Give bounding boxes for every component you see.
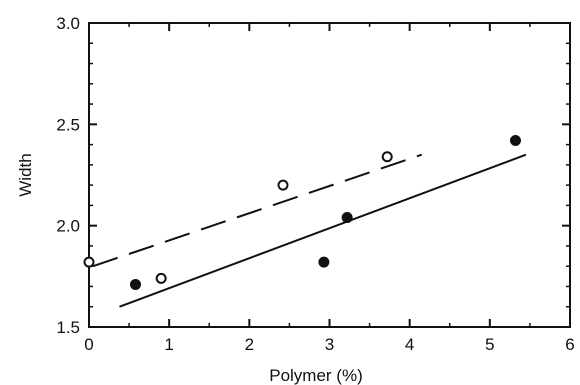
filled-circle-point (318, 256, 330, 268)
y-tick-label: 2.0 (56, 217, 80, 236)
y-tick-label: 3.0 (56, 14, 80, 33)
x-tick-label: 2 (245, 335, 254, 354)
axis-ticks (88, 22, 571, 328)
y-tick-label: 1.5 (56, 318, 80, 337)
x-tick-label: 0 (84, 335, 93, 354)
open-circle-point (155, 272, 167, 284)
tick-labels: 0 1 2 3 4 5 6 1.5 2.0 2.5 3.0 (56, 14, 574, 354)
fit-lines (92, 153, 527, 308)
filled-circle-point (129, 278, 141, 290)
filled-circle-point (341, 212, 353, 224)
x-tick-label: 6 (565, 335, 574, 354)
x-tick-label: 5 (485, 335, 494, 354)
dashed-fit-line (92, 153, 423, 268)
solid-fit-line (119, 153, 527, 308)
open-circle-point (381, 151, 393, 163)
open-circle-point (277, 179, 289, 191)
y-axis-title: Width (16, 153, 35, 196)
data-points (83, 135, 521, 290)
x-axis-title: Polymer (%) (269, 366, 363, 385)
filled-circle-point (509, 135, 521, 147)
x-tick-label: 3 (325, 335, 334, 354)
open-circle-point (83, 256, 95, 268)
y-tick-label: 2.5 (56, 115, 80, 134)
x-tick-label: 4 (405, 335, 414, 354)
x-tick-label: 1 (164, 335, 173, 354)
